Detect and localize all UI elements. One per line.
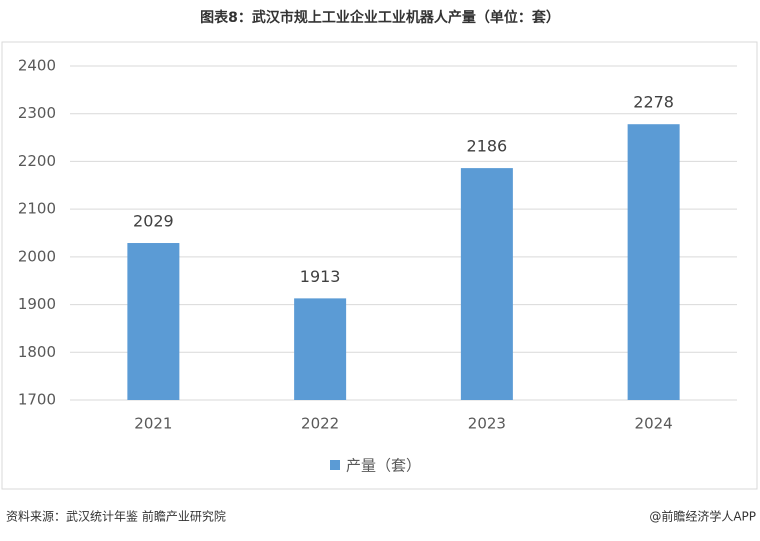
chart-title: 图表8：武汉市规上工业企业工业机器人产量（单位：套） (200, 9, 560, 26)
x-tick-label: 2021 (134, 415, 172, 433)
y-tick-label: 2400 (18, 57, 56, 75)
x-tick-label: 2022 (301, 415, 339, 433)
x-tick-label: 2024 (635, 415, 673, 433)
data-label: 2029 (133, 212, 174, 231)
y-tick-label: 1700 (18, 391, 56, 409)
chart-frame (1, 41, 758, 490)
data-label: 2186 (467, 137, 508, 156)
x-tick-label: 2023 (468, 415, 506, 433)
legend-swatch (330, 460, 340, 470)
source: 资料来源：武汉统计年鉴 前瞻产业研究院 (6, 509, 226, 524)
y-tick-label: 1800 (18, 343, 56, 361)
y-tick-label: 2000 (18, 247, 56, 265)
y-tick-label: 2200 (18, 152, 56, 170)
bar (627, 124, 680, 400)
y-tick-label: 2100 (18, 200, 56, 218)
bar (127, 243, 180, 400)
credit: @前瞻经济学人APP (649, 509, 756, 524)
data-label: 2278 (633, 93, 674, 112)
y-tick-label: 2300 (18, 104, 56, 122)
data-label: 1913 (300, 267, 341, 286)
y-tick-label: 1900 (18, 295, 56, 313)
bar (294, 298, 347, 400)
legend-label: 产量（套） (346, 457, 421, 475)
bar (460, 168, 513, 400)
